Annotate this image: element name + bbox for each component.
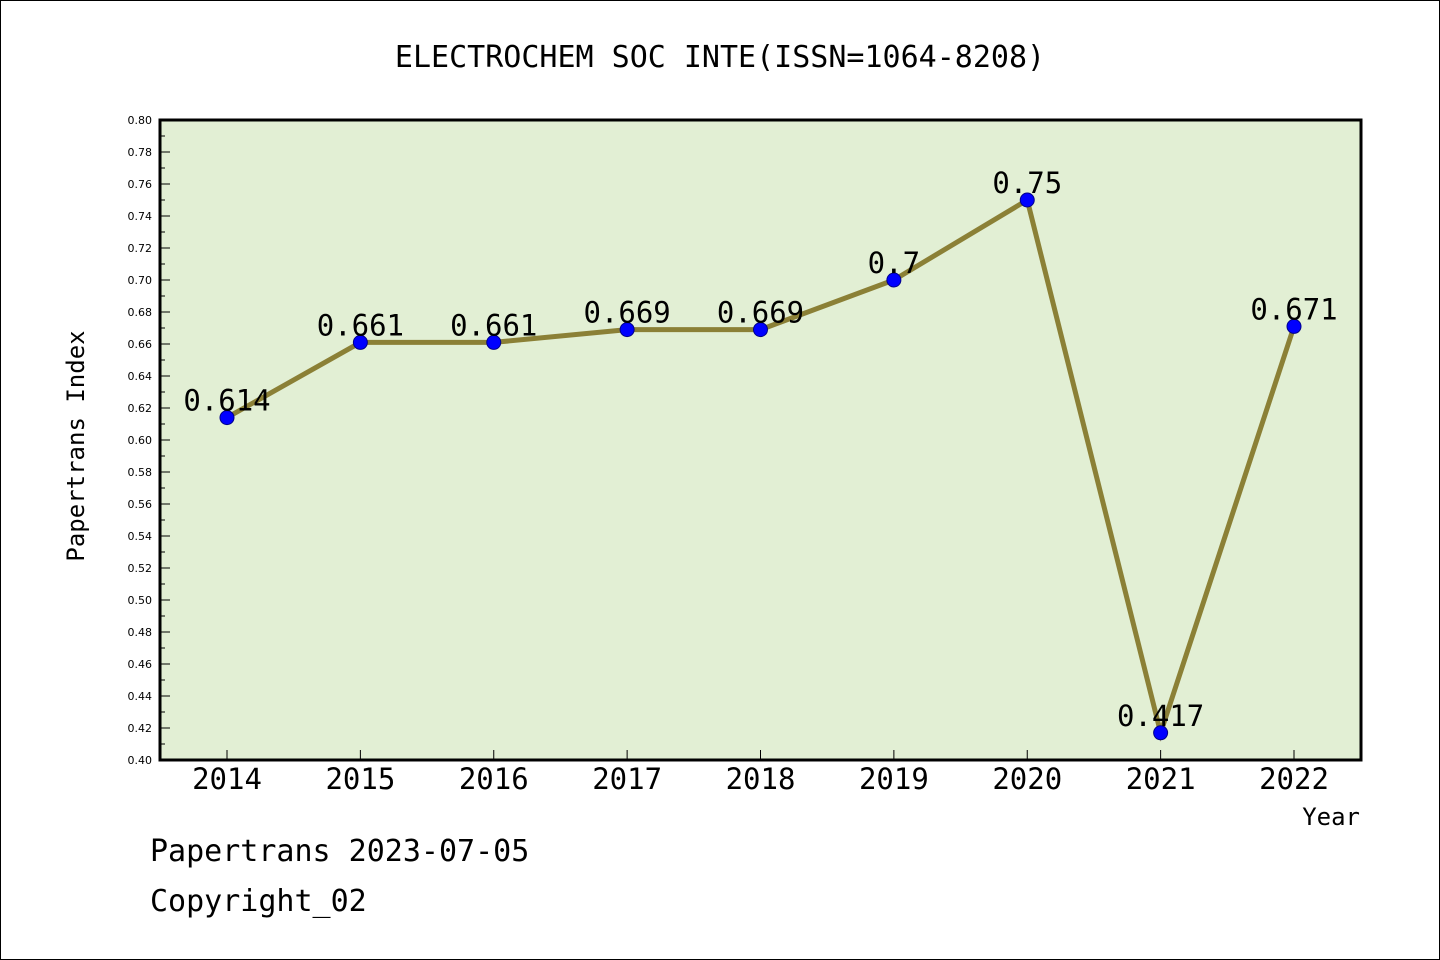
y-tick-label: 0.50 <box>128 594 153 607</box>
data-point <box>219 410 235 426</box>
y-tick-label: 0.78 <box>128 146 153 159</box>
y-tick-label: 0.58 <box>128 466 153 479</box>
data-labels: 0.614 0.661 0.661 0.669 0.669 0.7 0.75 0.417 0.6… <box>183 166 1337 733</box>
y-tick-label: 0.46 <box>128 658 153 671</box>
data-label: 0.669 <box>717 296 804 330</box>
data-point <box>1153 725 1169 741</box>
y-axis-tick-labels: 0.40 0.42 0.44 0.46 0.48 0.50 0.52 0.54 0.56 0.58… <box>128 114 153 767</box>
data-point <box>619 322 635 338</box>
y-tick-label: 0.42 <box>128 722 153 735</box>
y-tick-label: 0.64 <box>128 370 153 383</box>
y-tick-label: 0.68 <box>128 306 153 319</box>
y-tick-label: 0.74 <box>128 210 153 223</box>
data-point <box>486 334 502 350</box>
x-tick-label: 2018 <box>726 762 796 796</box>
data-point <box>886 272 902 288</box>
data-point <box>1286 318 1302 334</box>
data-point <box>1019 192 1035 208</box>
x-axis-label: Year <box>1302 803 1360 831</box>
data-label: 0.661 <box>450 308 537 342</box>
y-tick-label: 0.80 <box>128 114 153 127</box>
y-tick-label: 0.48 <box>128 626 153 639</box>
y-tick-label: 0.40 <box>128 754 153 767</box>
x-tick-label: 2021 <box>1126 762 1196 796</box>
y-tick-label: 0.54 <box>128 530 153 543</box>
x-tick-label: 2014 <box>192 762 262 796</box>
data-label: 0.614 <box>183 384 270 418</box>
y-axis-ticks <box>160 119 170 761</box>
x-axis-tick-labels: 2014 2015 2016 2017 2018 2019 2020 2021 2022 <box>192 762 1329 796</box>
plot-area <box>158 118 1363 762</box>
x-tick-label: 2022 <box>1259 762 1329 796</box>
x-tick-label: 2017 <box>592 762 662 796</box>
y-tick-label: 0.66 <box>128 338 153 351</box>
y-axis-label: Papertrans Index <box>62 330 90 561</box>
data-markers <box>219 192 1302 741</box>
data-point <box>753 322 768 338</box>
x-tick-label: 2015 <box>325 762 395 796</box>
data-label: 0.7 <box>868 246 920 280</box>
y-tick-label: 0.76 <box>128 178 153 191</box>
data-point <box>352 334 368 350</box>
y-tick-label: 0.72 <box>128 242 153 255</box>
x-tick-label: 2016 <box>459 762 529 796</box>
y-tick-label: 0.60 <box>128 434 153 447</box>
data-label: 0.75 <box>992 166 1062 200</box>
chart-title: ELECTROCHEM SOC INTE(ISSN=1064-8208) <box>395 40 1045 75</box>
y-tick-label: 0.62 <box>128 402 153 415</box>
y-tick-label: 0.44 <box>128 690 153 703</box>
x-tick-label: 2019 <box>859 762 929 796</box>
y-tick-label: 0.52 <box>128 562 153 575</box>
y-tick-label: 0.56 <box>128 498 153 511</box>
x-axis-ticks <box>226 750 1295 760</box>
footer-date: Papertrans 2023-07-05 <box>150 834 530 869</box>
data-label: 0.671 <box>1250 292 1337 326</box>
data-label: 0.661 <box>317 308 404 342</box>
data-label: 0.669 <box>583 296 670 330</box>
footer-copyright: Copyright_02 <box>150 884 367 919</box>
y-tick-label: 0.70 <box>128 274 153 287</box>
x-tick-label: 2020 <box>992 762 1062 796</box>
data-label: 0.417 <box>1117 699 1204 733</box>
